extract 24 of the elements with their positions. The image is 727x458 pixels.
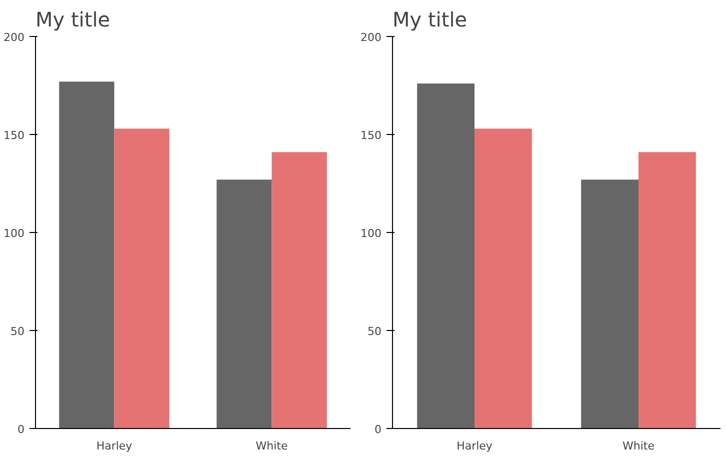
- y-tick-label: 100: [360, 227, 382, 240]
- y-tick-label: 0: [18, 423, 24, 436]
- chart-title: My title: [36, 8, 110, 32]
- y-tick-label: 50: [368, 325, 382, 338]
- x-tick-label: Harley: [96, 440, 133, 452]
- y-tick-label: 150: [4, 129, 25, 142]
- bar: [272, 152, 327, 428]
- y-tick-label: 200: [360, 31, 382, 44]
- y-tick-label: 200: [4, 31, 25, 44]
- y-tick-label: 150: [360, 129, 382, 142]
- bar: [417, 84, 474, 428]
- y-tick-label: 100: [4, 227, 25, 240]
- bar: [59, 82, 114, 428]
- x-tick-label: White: [622, 440, 655, 452]
- x-tick-label: White: [256, 440, 288, 452]
- y-tick-label: 0: [374, 423, 382, 436]
- bar: [581, 180, 638, 428]
- bar: [474, 128, 532, 428]
- y-tick-label: 50: [10, 325, 25, 338]
- chart-title: My title: [392, 8, 468, 32]
- x-tick-label: Harley: [456, 440, 493, 452]
- bar: [114, 128, 170, 428]
- bar: [216, 180, 272, 428]
- bar: [638, 152, 696, 428]
